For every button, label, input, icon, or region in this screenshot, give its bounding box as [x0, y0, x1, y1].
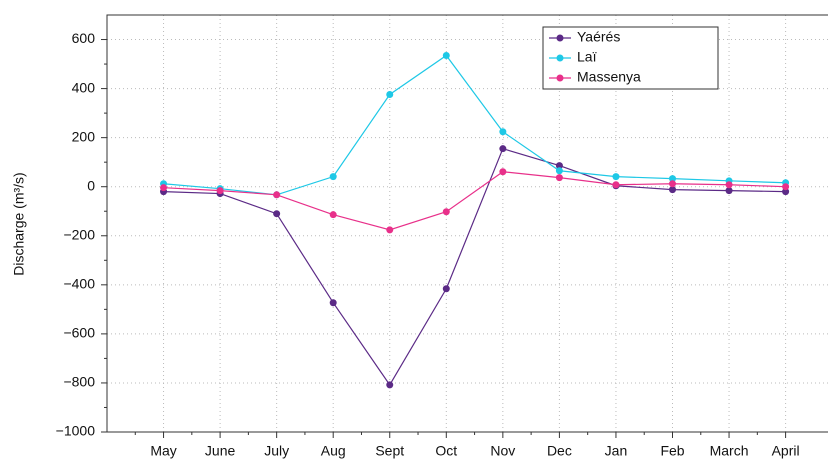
data-point	[725, 187, 733, 195]
series-line	[163, 147, 786, 387]
x-tick-label: May	[150, 443, 176, 459]
data-point	[216, 187, 224, 195]
y-tick-label: −1000	[56, 423, 96, 439]
data-point	[555, 174, 563, 182]
data-point	[612, 173, 620, 181]
legend-swatch-marker	[556, 74, 564, 82]
data-point	[612, 181, 620, 189]
legend-box	[542, 26, 719, 90]
y-tick-label: −600	[63, 325, 95, 341]
data-point	[386, 226, 394, 234]
data-point	[386, 90, 394, 98]
data-point	[669, 175, 676, 183]
y-tick-label: −200	[63, 226, 95, 242]
y-tick-label: 200	[72, 128, 96, 144]
legend-label: Yaérés	[577, 29, 620, 45]
data-point	[386, 381, 394, 389]
data-point	[160, 184, 168, 192]
data-point	[669, 186, 676, 194]
data-point	[499, 168, 507, 176]
x-tick-label: Feb	[660, 443, 684, 459]
y-tick-label: 0	[87, 177, 95, 193]
y-axis-label: Discharge (m³/s)	[11, 172, 27, 275]
x-tick-label: June	[205, 443, 236, 459]
x-tick-label: April	[772, 443, 800, 459]
data-point	[329, 211, 337, 219]
data-point	[669, 180, 676, 188]
x-tick-label: Dec	[547, 443, 572, 459]
data-point	[555, 167, 563, 175]
data-point	[782, 183, 790, 191]
x-tick-label: Sept	[375, 443, 404, 459]
x-tick-label: Oct	[435, 443, 457, 459]
x-tick-label: Nov	[490, 443, 515, 459]
x-tick-label: July	[264, 443, 289, 459]
y-tick-label: 400	[72, 79, 96, 95]
data-point	[442, 51, 450, 59]
y-tick-label: 600	[72, 30, 96, 46]
x-tick-label: Jan	[605, 443, 628, 459]
data-point	[555, 162, 563, 170]
data-point	[273, 210, 281, 218]
data-point	[273, 191, 281, 199]
data-point	[442, 285, 450, 293]
data-point	[499, 128, 507, 136]
data-point	[499, 145, 507, 153]
axis-frame	[106, 14, 828, 433]
x-tick-label: March	[710, 443, 749, 459]
data-point	[329, 299, 337, 307]
y-tick-label: −800	[63, 374, 95, 390]
series-line	[163, 171, 786, 231]
legend-swatch-marker	[556, 34, 564, 42]
data-point	[442, 208, 450, 216]
legend-label: Massenya	[577, 69, 641, 85]
data-point	[329, 173, 337, 181]
data-point	[725, 181, 733, 189]
y-tick-label: −400	[63, 276, 95, 292]
legend-swatch-marker	[556, 54, 564, 62]
x-tick-label: Aug	[321, 443, 346, 459]
legend-label: Laï	[577, 49, 597, 65]
data-point	[782, 188, 790, 196]
